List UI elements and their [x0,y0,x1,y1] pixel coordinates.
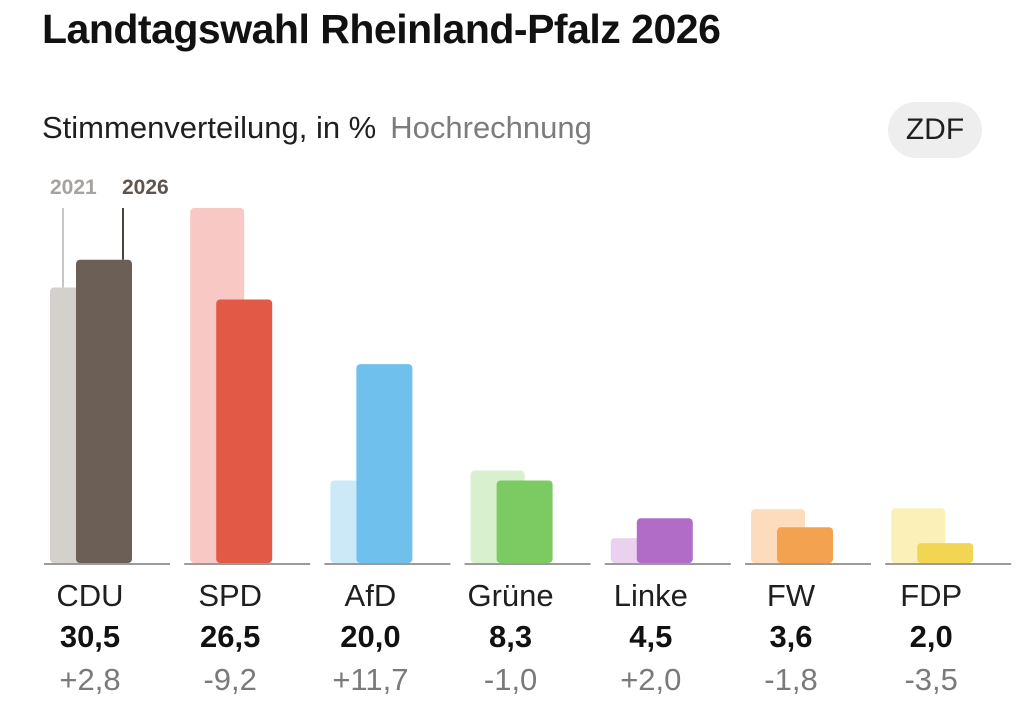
difference-label: -9,2 [203,662,256,697]
subtitle-hint: Hochrechnung [390,110,592,145]
difference-label: -1,8 [764,662,817,697]
bar-2026-cdu [76,259,132,563]
bar-2026-linke [636,518,693,563]
value-label: 8,3 [489,619,532,654]
difference-label: +2,0 [620,662,681,697]
value-label: 26,5 [200,619,260,654]
value-label: 30,5 [60,619,120,654]
value-label: 4,5 [629,619,672,654]
category-label: SPD [198,578,262,613]
chart-title: Landtagswahl Rheinland-Pfalz 2026 [42,6,721,52]
legend-label-2026: 2026 [122,176,169,199]
bar-2026-fdp [917,543,974,563]
chart-subtitle: Stimmenverteilung, in % Hochrechnung [42,110,592,146]
category-label: FDP [900,578,962,613]
source-badge[interactable]: ZDF [888,102,982,158]
difference-label: +2,8 [59,662,120,697]
value-label: 3,6 [769,619,812,654]
bar-2026-fw [777,527,833,563]
bar-2026-spd [216,299,273,563]
difference-label: -3,5 [904,662,957,697]
bar-2026-afd [356,364,413,563]
subtitle-text: Stimmenverteilung, in % [42,110,377,145]
value-label: 20,0 [340,619,400,654]
difference-label: +11,7 [332,662,408,697]
category-label: FW [767,578,816,613]
value-label: 2,0 [910,619,953,654]
category-label: CDU [56,578,123,613]
category-label: Grüne [468,578,554,613]
category-label: Linke [614,578,688,613]
difference-label: -1,0 [484,662,537,697]
bar-2026-grüne [496,480,553,563]
legend-label-2021: 2021 [50,176,97,199]
category-label: AfD [345,578,397,613]
